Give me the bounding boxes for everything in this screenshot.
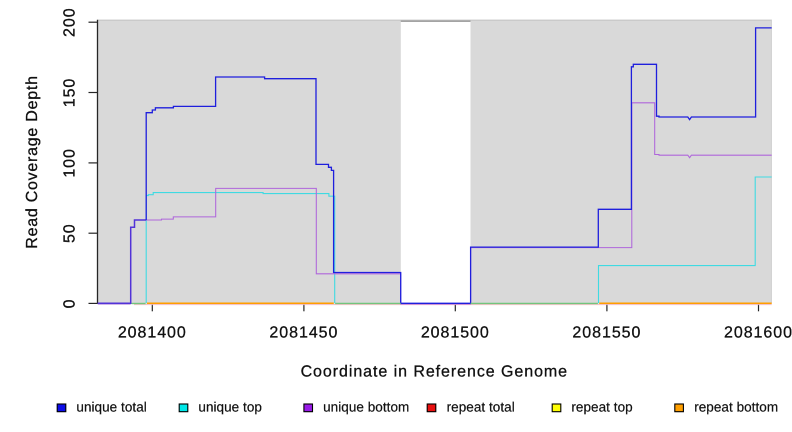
svg-text:unique bottom: unique bottom — [323, 399, 409, 414]
svg-text:unique top: unique top — [198, 399, 262, 414]
svg-text:repeat top: repeat top — [571, 399, 632, 414]
svg-text:2081500: 2081500 — [421, 325, 490, 342]
svg-text:2081450: 2081450 — [269, 325, 338, 342]
svg-text:unique total: unique total — [76, 399, 146, 414]
svg-text:repeat bottom: repeat bottom — [694, 399, 778, 414]
svg-text:100: 100 — [62, 148, 79, 178]
svg-text:200: 200 — [62, 7, 79, 37]
svg-text:Read Coverage Depth: Read Coverage Depth — [24, 75, 41, 248]
svg-text:Coordinate in Reference Genome: Coordinate in Reference Genome — [301, 364, 568, 381]
svg-text:repeat total: repeat total — [447, 399, 515, 414]
svg-text:150: 150 — [62, 78, 79, 108]
svg-text:2081550: 2081550 — [572, 325, 641, 342]
svg-text:0: 0 — [62, 298, 79, 308]
svg-text:50: 50 — [62, 223, 79, 243]
svg-text:2081600: 2081600 — [724, 325, 792, 342]
svg-text:2081400: 2081400 — [118, 325, 187, 342]
